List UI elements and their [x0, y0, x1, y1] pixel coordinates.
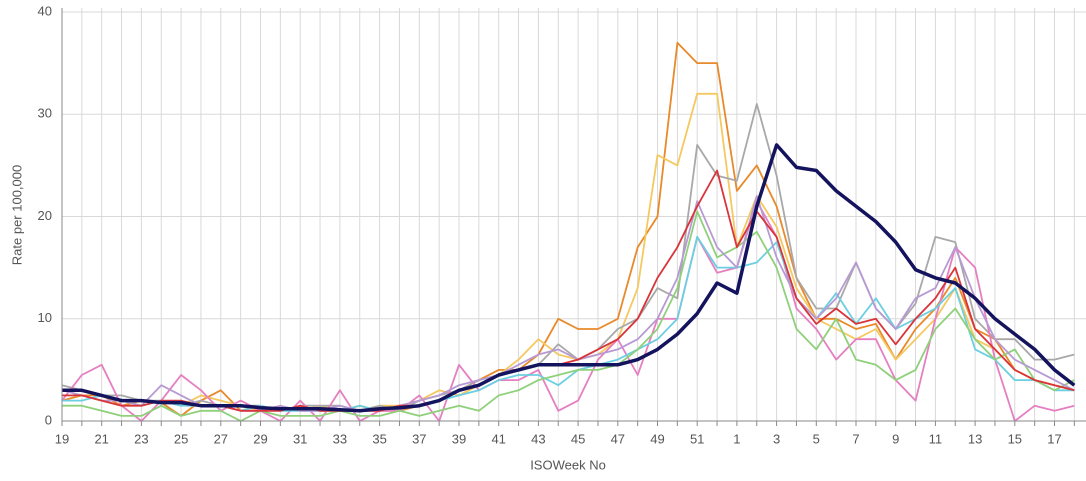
x-tick-label: 31: [293, 431, 307, 446]
x-tick-label: 9: [892, 431, 899, 446]
y-tick-label: 10: [38, 310, 52, 325]
y-tick-label: 20: [38, 208, 52, 223]
x-tick-label: 37: [412, 431, 426, 446]
x-tick-label: 5: [813, 431, 820, 446]
x-tick-label: 35: [372, 431, 386, 446]
x-tick-label: 11: [929, 431, 943, 446]
series-line: [61, 41, 1075, 417]
x-tick-label: 29: [253, 431, 267, 446]
x-tick-label: 19: [55, 431, 69, 446]
y-axis-title: Rate per 100,000: [9, 165, 24, 265]
x-tick-label: 45: [571, 431, 585, 446]
labels: 19 21 23 25 27 29 31 33 35 37 39 41 43 45 47 49 51 1 3 5 7 9 1…: [38, 3, 1062, 446]
x-tick-label: 47: [611, 431, 625, 446]
x-tick-label: 39: [452, 431, 466, 446]
x-tick-label: 21: [94, 431, 108, 446]
x-tick-label: 23: [134, 431, 148, 446]
x-tick-label: 7: [852, 431, 859, 446]
series-line: [62, 210, 1075, 422]
y-tick-label: 30: [38, 106, 52, 121]
x-tick-label: 15: [1008, 431, 1022, 446]
x-tick-label: 25: [174, 431, 188, 446]
series-line: [62, 92, 1075, 412]
series-line: [62, 143, 1076, 413]
x-tick-label: 51: [690, 431, 704, 446]
x-tick-label: 13: [968, 431, 982, 446]
x-tick-label: 17: [1047, 431, 1061, 446]
y-tick-label: 40: [38, 3, 52, 18]
x-tick-label: 27: [214, 431, 228, 446]
x-tick-label: 1: [733, 431, 740, 446]
x-tick-label: 33: [333, 431, 347, 446]
x-tick-label: 49: [650, 431, 664, 446]
x-axis-title: ISOWeek No: [530, 457, 606, 472]
x-tick-label: 43: [531, 431, 545, 446]
x-tick-label: 41: [491, 431, 505, 446]
series-line: [62, 169, 1075, 412]
y-tick-label: 0: [45, 412, 52, 427]
lines: [61, 41, 1076, 422]
x-tick-label: 3: [773, 431, 780, 446]
